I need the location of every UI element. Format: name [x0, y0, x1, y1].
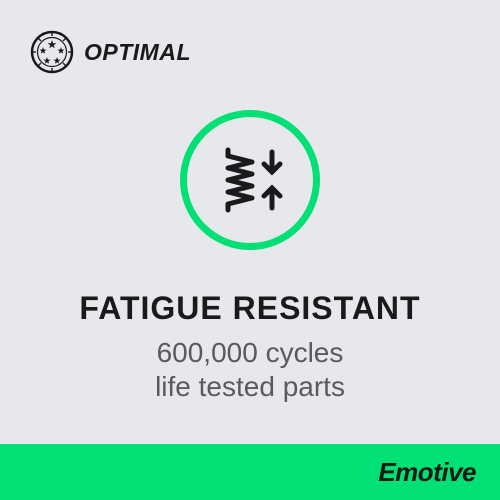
feature-subline: 600,000 cycles life tested parts: [0, 336, 500, 403]
spring-compression-icon: [210, 140, 290, 220]
optimal-badge-icon: [30, 30, 74, 74]
brand-name: OPTIMAL: [84, 39, 191, 66]
footer-bar: Emotive: [0, 444, 500, 500]
infographic-card: OPTIMAL FATIGUE RESISTANT 600,000 cycles…: [0, 0, 500, 500]
feature-headline: FATIGUE RESISTANT: [0, 290, 500, 327]
brand-row: OPTIMAL: [30, 30, 191, 74]
footer-brand: Emotive: [378, 457, 476, 488]
feature-icon-ring: [180, 110, 320, 250]
